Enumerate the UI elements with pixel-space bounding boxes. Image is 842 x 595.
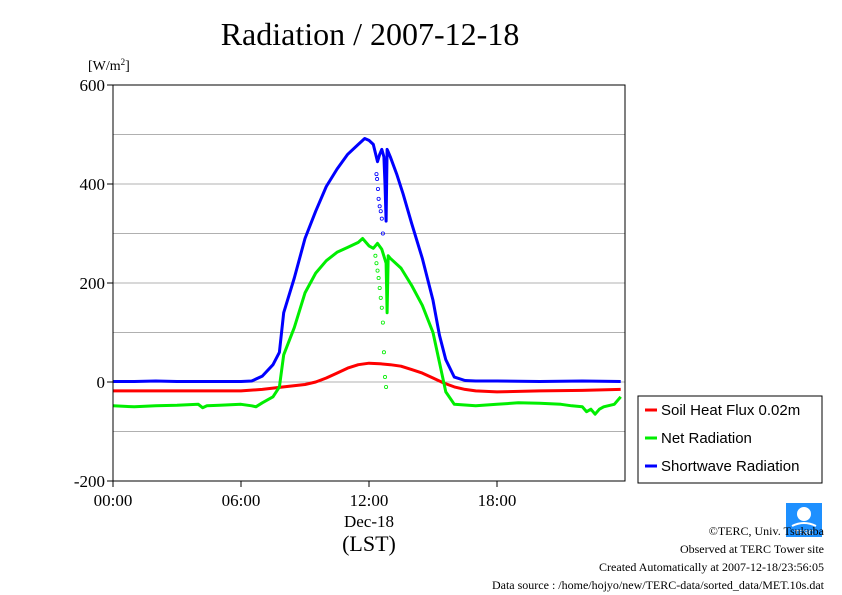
scatter-layer: [373, 172, 389, 389]
footer-created: Created Automatically at 2007-12-18/23:5…: [599, 560, 824, 574]
scatter-point: [382, 375, 387, 380]
scatter-point: [379, 305, 384, 310]
scatter-point: [380, 320, 385, 325]
x-axis-ticks: 00:00 06:00 12:00 18:00: [94, 481, 517, 510]
plot-frame: [112, 84, 626, 482]
scatter-point: [374, 172, 379, 177]
scatter-point: [376, 276, 381, 281]
legend-box: [637, 395, 823, 484]
footer-site: Observed at TERC Tower site: [679, 542, 824, 556]
y-tick-label: 0: [97, 373, 106, 392]
scatter-point: [377, 285, 382, 290]
y-tick-label: 200: [80, 274, 106, 293]
y-axis-label-superscript: 2: [121, 57, 126, 67]
legend-label: Shortwave Radiation: [661, 458, 799, 475]
legend-label: Soil Heat Flux 0.02m: [661, 402, 800, 419]
series-layer: [112, 137, 622, 416]
svg-text:TERC: TERC: [794, 530, 813, 537]
x-tick-label: 00:00: [94, 491, 133, 510]
x-axis-date-label: Dec-18: [344, 512, 394, 531]
scatter-point: [374, 261, 379, 266]
chart-title: Radiation / 2007-12-18: [221, 16, 520, 52]
scatter-point: [384, 384, 389, 389]
scatter-point: [379, 216, 384, 221]
x-tick-label: 12:00: [350, 491, 389, 510]
scatter-point: [381, 350, 386, 355]
terc-logo: TERC: [786, 503, 822, 537]
scatter-point: [375, 268, 380, 273]
scatter-point: [380, 231, 385, 236]
series-line-0: [113, 361, 621, 394]
y-axis-label: [W/m2]: [88, 57, 130, 74]
scatter-point: [377, 204, 382, 209]
scatter-point: [378, 209, 383, 214]
legend-label: Net Radiation: [661, 430, 752, 447]
footer-credit: ©TERC, Univ. Tsukuba: [708, 524, 824, 538]
scatter-point: [378, 295, 383, 300]
scatter-point: [376, 196, 381, 201]
y-tick-label: 600: [80, 76, 106, 95]
series-line-2: [113, 137, 621, 383]
legend: Soil Heat Flux 0.02m Net Radiation Shortwa…: [637, 395, 823, 484]
grid-lines: [113, 134, 625, 432]
footer-source: Data source : /home/hojyo/new/TERC-data/…: [491, 578, 824, 592]
scatter-point: [375, 186, 380, 191]
x-axis-unit-label: (LST): [342, 531, 396, 556]
series-line-1: [112, 237, 622, 416]
scatter-point: [375, 177, 380, 182]
x-tick-label: 18:00: [478, 491, 517, 510]
y-tick-label: -200: [74, 472, 105, 491]
footer: ©TERC, Univ. Tsukuba Observed at TERC To…: [492, 522, 824, 594]
y-tick-label: 400: [80, 175, 106, 194]
x-tick-label: 06:00: [222, 491, 261, 510]
y-axis-ticks: -200 0 200 400 600: [74, 76, 113, 491]
scatter-point: [373, 253, 378, 258]
